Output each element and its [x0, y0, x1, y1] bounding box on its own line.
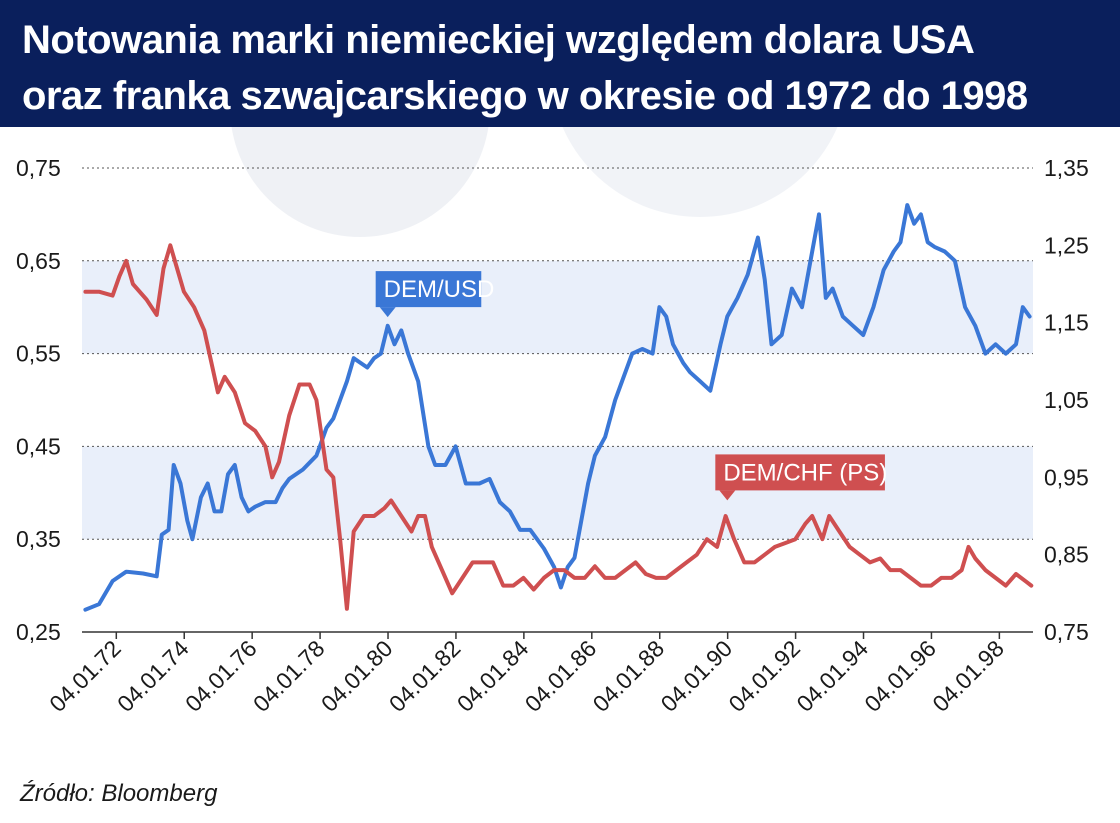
chart-title-line-1: Notowania marki niemieckiej względem dol…: [22, 18, 975, 62]
chart-title-line-2: oraz franka szwajcarskiego w okresie od …: [22, 74, 1028, 118]
x-tick-label: 04.01.92: [723, 635, 805, 717]
y-right-tick-label: 1,05: [1044, 387, 1089, 413]
series-label-dem-chf: DEM/CHF (PS): [723, 459, 887, 486]
x-tick-label: 04.01.72: [44, 635, 126, 717]
y-left-tick-label: 0,65: [16, 248, 61, 274]
background-logo-shape: [231, 127, 489, 237]
x-tick-label: 04.01.98: [927, 635, 1009, 717]
x-tick-label: 04.01.88: [588, 635, 670, 717]
x-tick-label: 04.01.76: [180, 635, 262, 717]
x-tick-label: 04.01.90: [656, 635, 738, 717]
x-tick-label: 04.01.94: [791, 635, 873, 717]
series-line-dem-usd: [83, 203, 1032, 612]
background-logo-shape: [562, 127, 838, 217]
y-left-tick-label: 0,45: [16, 433, 61, 459]
y-left-tick-label: 0,75: [16, 155, 61, 181]
line-chart: 0,25 0,35 0,45 0,55 0,65 0,75 0,75 0,85 0,95 1,05…: [16, 127, 1089, 717]
x-tick-label: 04.01.82: [384, 635, 466, 717]
grid-band-2: [82, 260, 1033, 354]
y-right-tick-label: 0,95: [1044, 464, 1089, 490]
series-line-dem-chf: [83, 243, 1034, 611]
chart-header: Notowania marki niemieckiej względem dol…: [0, 0, 1120, 127]
x-tick-label: 04.01.96: [859, 635, 941, 717]
x-tick-label: 04.01.86: [520, 635, 602, 717]
y-right-tick-label: 1,25: [1044, 232, 1089, 258]
y-right-tick-label: 0,85: [1044, 542, 1089, 568]
y-right-tick-label: 0,75: [1044, 619, 1089, 645]
x-tick-label: 04.01.78: [248, 635, 330, 717]
x-tick-label: 04.01.84: [452, 635, 534, 717]
source-note: Źródło: Bloomberg: [20, 780, 218, 807]
y-right-tick-label: 1,35: [1044, 155, 1089, 181]
y-right-tick-label: 1,15: [1044, 310, 1089, 336]
y-left-tick-label: 0,55: [16, 341, 61, 367]
chart-title: Notowania marki niemieckiej względem dol…: [22, 12, 1028, 124]
y-left-tick-label: 0,35: [16, 526, 61, 552]
series-label-dem-usd: DEM/USD: [384, 276, 495, 303]
series-label-pointer: [379, 307, 396, 318]
series-label-pointer: [719, 490, 736, 501]
x-tick-label: 04.01.80: [316, 635, 398, 717]
y-left-tick-label: 0,25: [16, 619, 61, 645]
series-label-box: [375, 271, 482, 308]
x-tick-label: 04.01.74: [112, 635, 194, 717]
series-label-box: [715, 454, 885, 491]
